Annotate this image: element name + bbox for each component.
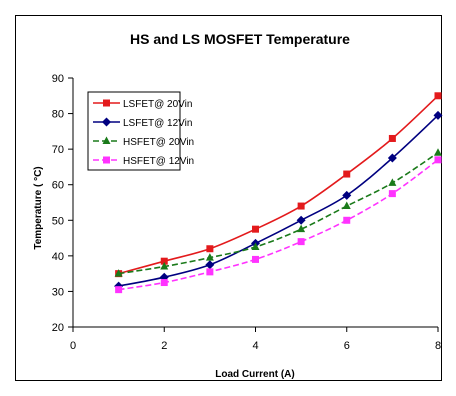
- series-1-point: [252, 225, 259, 233]
- legend-item-1-label: LSFET@ 20Vin: [123, 99, 192, 110]
- series-2-point: [342, 190, 352, 200]
- legend-item-4-marker: [103, 156, 110, 164]
- chart-title: HS and LS MOSFET Temperature: [130, 31, 350, 47]
- y-tick-label: 50: [52, 215, 64, 227]
- series-4-point: [206, 268, 214, 276]
- series-4-point: [388, 190, 396, 198]
- plot-area: 20 30 40 50 60 70 80 90 0 2 4 6 8: [52, 73, 443, 352]
- series-1-line: [118, 95, 439, 275]
- series-3-point: [160, 262, 169, 270]
- series-4: [115, 156, 442, 294]
- series-4-point: [434, 156, 442, 164]
- series-3-point: [251, 242, 260, 250]
- legend-item-4-label: HSFET@ 12Vin: [123, 156, 194, 167]
- series-1-point: [160, 257, 168, 265]
- x-tick-label: 8: [435, 340, 441, 352]
- x-tick-label: 6: [344, 340, 350, 352]
- series-4-point: [343, 216, 351, 224]
- y-tick-label: 60: [52, 180, 64, 192]
- x-tick-label: 4: [252, 340, 258, 352]
- legend-item-2-label: LSFET@ 12Vin: [123, 118, 192, 129]
- legend-item-3-marker: [102, 136, 111, 144]
- series-3-point: [434, 148, 442, 156]
- series-3-point: [297, 224, 306, 233]
- y-tick-label: 30: [52, 286, 64, 298]
- series-3-point: [342, 201, 351, 210]
- x-tick-label: 0: [70, 340, 76, 352]
- series-2-point: [387, 153, 397, 163]
- series-3: [114, 148, 442, 277]
- legend-item-1-marker: [103, 99, 110, 107]
- legend-item-3-label: HSFET@ 20Vin: [123, 137, 194, 148]
- series-2: [114, 110, 443, 291]
- series-4-point: [115, 286, 123, 294]
- series-4-point: [297, 238, 305, 246]
- y-tick-label: 70: [52, 144, 64, 156]
- series-2-point: [433, 110, 443, 120]
- series-4-line: [118, 159, 439, 291]
- x-tick-label: 2: [161, 340, 167, 352]
- y-tick-label: 90: [52, 73, 64, 85]
- series-3-point: [388, 178, 397, 186]
- y-tick-label: 40: [52, 251, 64, 263]
- y-tick-label: 80: [52, 109, 64, 121]
- series-1-point: [343, 170, 351, 178]
- series-1-point: [434, 92, 442, 100]
- legend: LSFET@ 20Vin LSFET@ 12Vin HSFET@ 20Vin HSFE…: [87, 91, 194, 171]
- y-axis-label: Temperature ( °C): [33, 166, 44, 249]
- series-4-point: [160, 279, 168, 287]
- series-2-line: [118, 114, 439, 287]
- series-3-point: [205, 253, 214, 261]
- series-1-point: [388, 134, 396, 142]
- series-1-point: [206, 245, 214, 253]
- series-4-point: [252, 255, 259, 263]
- series-1-point: [297, 202, 305, 210]
- y-tick-label: 20: [52, 322, 64, 334]
- series-3-line: [118, 152, 439, 275]
- series-2-point: [205, 260, 215, 270]
- chart-frame: [15, 15, 442, 381]
- legend-item-2-marker: [102, 117, 111, 127]
- series-2-point: [296, 215, 306, 225]
- series-3-point: [114, 269, 123, 277]
- x-axis-label: Load Current (A): [215, 369, 294, 380]
